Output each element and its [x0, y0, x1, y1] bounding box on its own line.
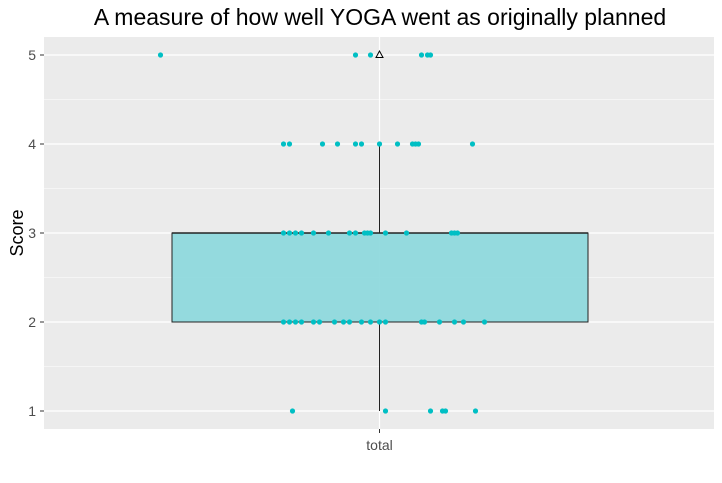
data-point	[367, 52, 374, 58]
data-point	[469, 141, 476, 147]
data-point	[421, 319, 428, 325]
y-tick-label: 3	[28, 225, 36, 241]
chart-title: A measure of how well YOGA went as origi…	[93, 4, 667, 30]
x-axis: total	[366, 429, 393, 453]
x-tick-label: total	[366, 437, 392, 453]
data-point	[346, 230, 353, 236]
data-point	[310, 319, 317, 325]
data-point	[352, 52, 359, 58]
y-tick-label: 2	[28, 314, 36, 330]
data-points	[157, 49, 488, 414]
data-point	[340, 319, 347, 325]
data-point	[346, 319, 353, 325]
data-point	[286, 319, 293, 325]
mean-marker	[375, 49, 384, 58]
data-point	[382, 408, 389, 414]
data-point	[298, 319, 305, 325]
data-point	[292, 230, 299, 236]
data-point	[289, 408, 296, 414]
data-point	[316, 319, 323, 325]
data-point	[292, 319, 299, 325]
data-point	[442, 408, 449, 414]
data-point	[415, 141, 422, 147]
data-point	[331, 319, 338, 325]
data-point	[325, 230, 332, 236]
data-point	[358, 141, 365, 147]
data-point	[310, 230, 317, 236]
data-point	[394, 141, 401, 147]
y-axis: 1 2 3 4 5	[28, 47, 44, 419]
iqr-box	[171, 232, 589, 323]
data-point	[319, 141, 326, 147]
data-point	[472, 408, 479, 414]
data-point	[481, 319, 488, 325]
data-point	[454, 230, 461, 236]
data-point	[427, 408, 434, 414]
data-point	[157, 52, 164, 58]
data-point	[280, 230, 287, 236]
data-point	[436, 319, 443, 325]
data-point	[280, 141, 287, 147]
data-point	[367, 319, 374, 325]
data-point	[352, 141, 359, 147]
data-point	[427, 52, 434, 58]
data-point	[286, 230, 293, 236]
data-point	[286, 141, 293, 147]
data-point	[382, 319, 389, 325]
data-point	[334, 141, 341, 147]
data-point	[352, 230, 359, 236]
data-point	[451, 319, 458, 325]
data-point	[418, 52, 425, 58]
data-point	[460, 319, 467, 325]
data-point	[358, 319, 365, 325]
data-point	[403, 230, 410, 236]
data-point	[280, 319, 287, 325]
box-group	[171, 144, 589, 411]
data-point	[376, 319, 383, 325]
y-tick-label: 5	[28, 47, 36, 63]
y-tick-label: 4	[28, 136, 36, 152]
data-point	[382, 230, 389, 236]
y-axis-title: Score	[7, 209, 27, 256]
data-point	[298, 230, 305, 236]
data-point	[367, 230, 374, 236]
y-tick-label: 1	[28, 403, 36, 419]
data-point	[376, 141, 383, 147]
